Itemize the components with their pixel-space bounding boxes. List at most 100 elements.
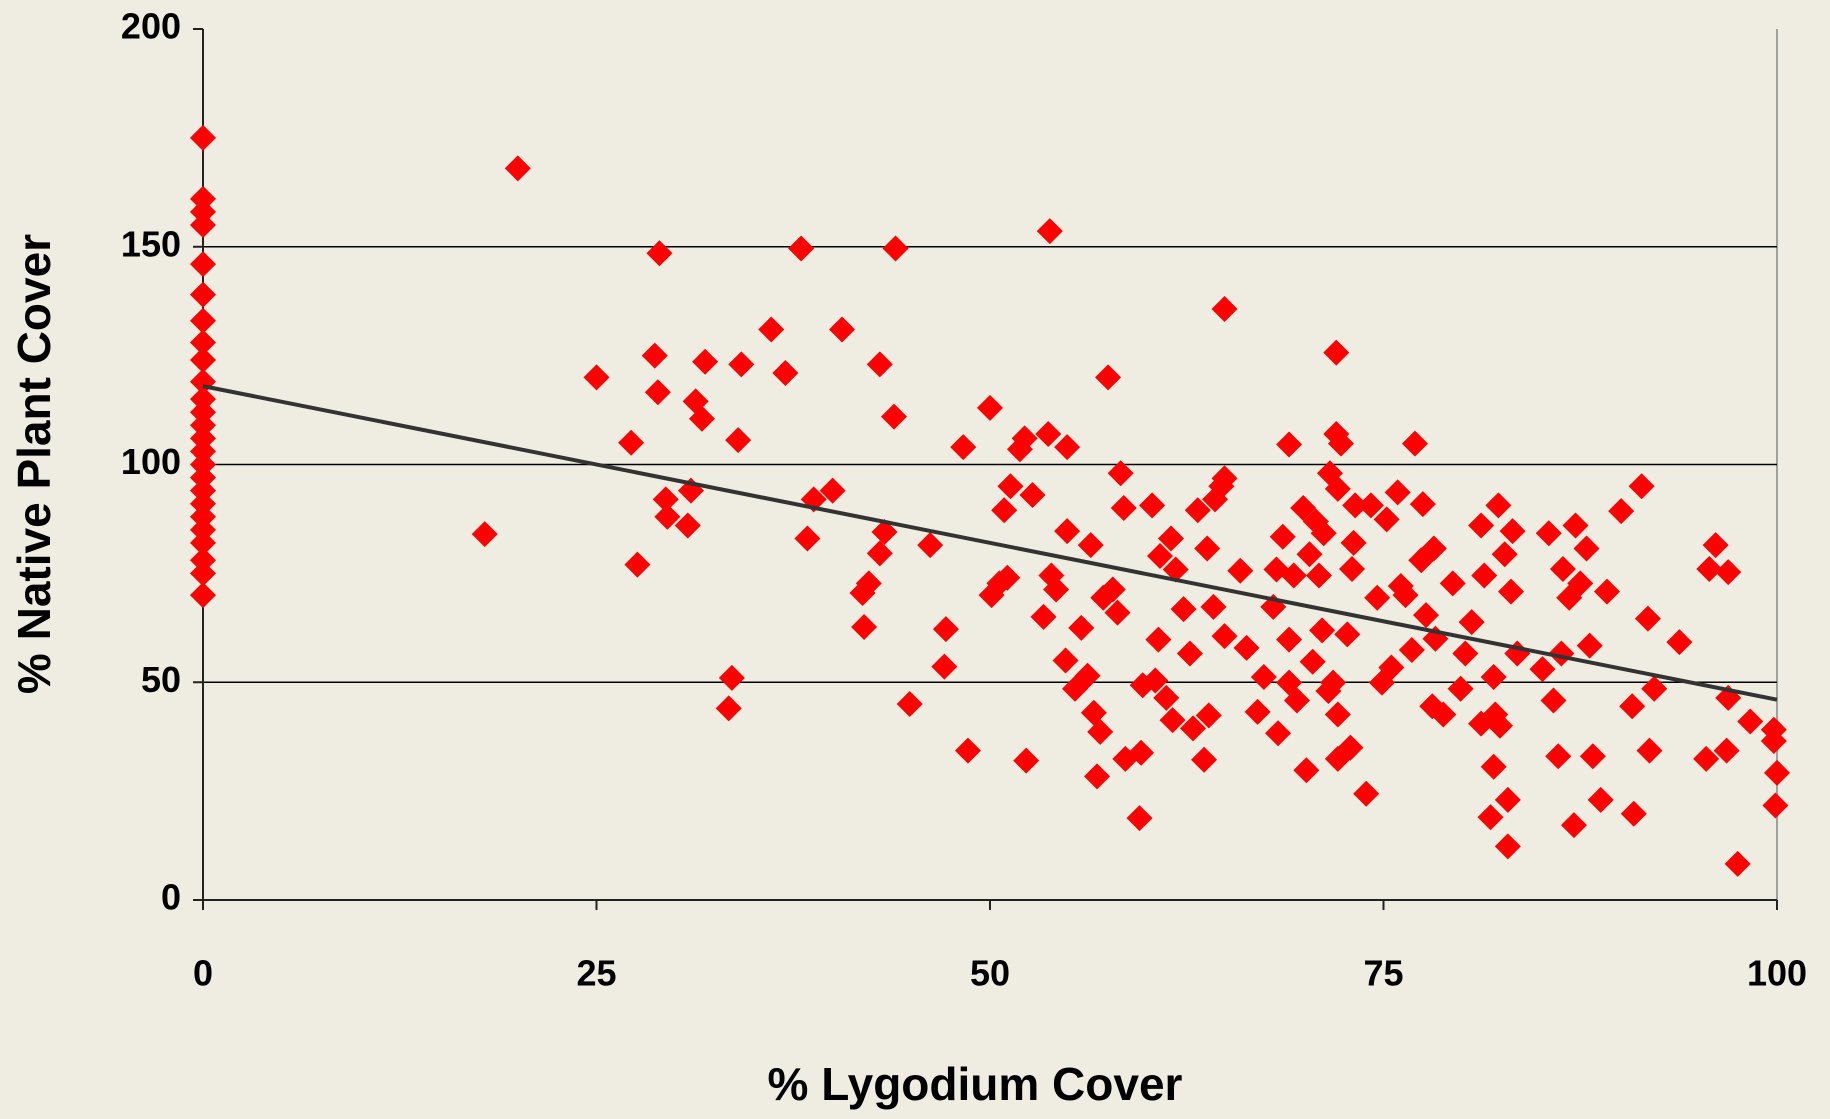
point <box>1211 296 1238 323</box>
point <box>583 364 610 391</box>
point <box>1194 535 1221 562</box>
trendline <box>202 384 1778 702</box>
point <box>652 486 679 513</box>
point <box>829 316 856 343</box>
point <box>641 342 668 369</box>
point <box>954 737 981 764</box>
point <box>1283 687 1310 714</box>
point <box>1099 576 1126 603</box>
point <box>1634 605 1661 632</box>
point <box>1276 431 1303 458</box>
x-tick-label: 50 <box>970 953 1010 994</box>
point <box>1497 578 1524 605</box>
point <box>1549 556 1576 583</box>
point <box>688 405 715 432</box>
point <box>1573 535 1600 562</box>
point <box>190 124 216 151</box>
point <box>1480 753 1507 780</box>
point <box>1054 518 1081 545</box>
point <box>917 532 944 559</box>
point <box>1737 708 1764 735</box>
point <box>646 240 673 267</box>
point <box>1110 495 1137 522</box>
point <box>1191 746 1218 773</box>
point <box>950 434 977 461</box>
point <box>1491 541 1518 568</box>
point <box>1384 479 1411 506</box>
point <box>1011 425 1038 452</box>
point <box>1128 739 1155 766</box>
point <box>1068 614 1095 641</box>
point <box>1036 218 1063 245</box>
point <box>190 198 216 225</box>
point <box>1052 647 1079 674</box>
point <box>1636 737 1663 764</box>
point <box>1724 850 1751 877</box>
point <box>1054 434 1081 461</box>
point <box>190 386 216 413</box>
y-tick-label: 50 <box>141 659 181 700</box>
point <box>190 251 216 278</box>
point <box>1693 745 1720 772</box>
point <box>1299 648 1326 675</box>
x-tick-label: 25 <box>576 953 616 994</box>
point <box>1401 430 1428 457</box>
point <box>1211 465 1238 492</box>
point <box>1340 529 1367 556</box>
point <box>190 412 216 439</box>
point <box>1087 718 1114 745</box>
point <box>190 490 216 517</box>
point <box>882 235 909 262</box>
point <box>871 519 898 546</box>
point <box>1104 599 1131 626</box>
point <box>1233 634 1260 661</box>
point <box>190 346 216 373</box>
point <box>1211 623 1238 650</box>
point <box>1323 339 1350 366</box>
point <box>1328 430 1355 457</box>
point <box>1250 664 1277 691</box>
point <box>1409 491 1436 518</box>
point <box>1357 492 1384 519</box>
point <box>190 547 216 574</box>
point <box>1013 747 1040 774</box>
point <box>190 211 216 238</box>
point <box>1715 559 1742 586</box>
point <box>1107 460 1134 487</box>
point <box>1296 541 1323 568</box>
point <box>1310 520 1337 547</box>
point <box>794 525 821 552</box>
point <box>1324 701 1351 728</box>
point <box>190 529 216 556</box>
point <box>1195 702 1222 729</box>
point <box>1269 523 1296 550</box>
y-tick-label: 100 <box>121 441 181 482</box>
point <box>715 695 742 722</box>
point <box>1265 720 1292 747</box>
point <box>1760 728 1787 755</box>
point <box>190 425 216 452</box>
point <box>190 185 216 212</box>
point <box>855 570 882 597</box>
point <box>819 477 846 504</box>
point <box>190 399 216 426</box>
point <box>1342 492 1369 519</box>
point <box>190 516 216 543</box>
point <box>1035 421 1062 448</box>
point <box>1159 707 1186 734</box>
point <box>190 281 216 308</box>
point <box>1398 637 1425 664</box>
point <box>1477 804 1504 831</box>
point <box>1471 562 1498 589</box>
x-tick-label: 100 <box>1747 953 1807 994</box>
point <box>800 486 827 513</box>
point <box>190 560 216 587</box>
point <box>1142 667 1169 694</box>
point <box>190 503 216 530</box>
y-tick-label: 200 <box>121 6 181 47</box>
point <box>1378 654 1405 681</box>
point <box>1594 578 1621 605</box>
point <box>1158 525 1185 552</box>
y-tick-label: 0 <box>161 877 181 918</box>
y-axis-title: % Native Plant Cover <box>8 234 60 694</box>
